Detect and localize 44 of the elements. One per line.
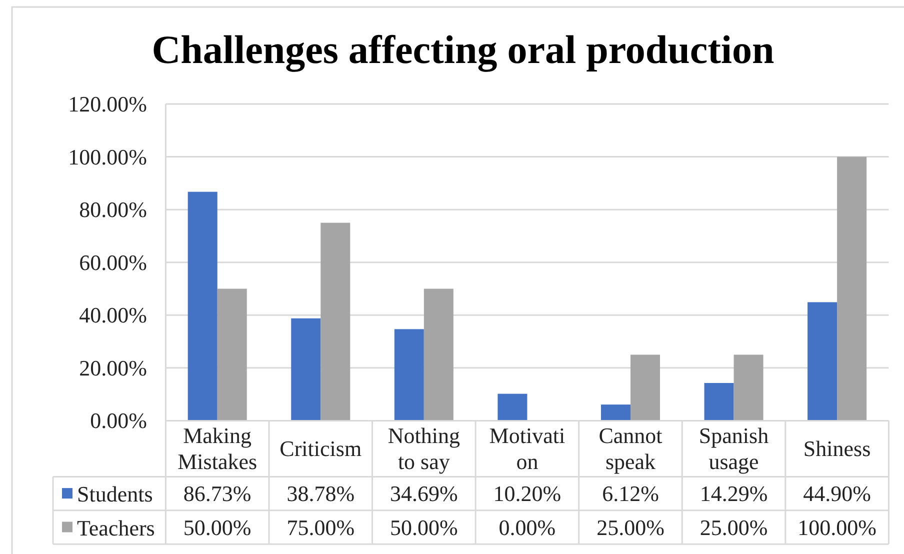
data-label: 14.29% — [700, 481, 768, 506]
bar — [734, 354, 764, 421]
data-label: 0.00% — [498, 514, 556, 540]
x-tick-label: Shiness — [803, 436, 871, 462]
data-label: 6.12% — [602, 481, 659, 506]
data-label: 44.90% — [803, 481, 871, 506]
x-tick-label: Cannot speak — [598, 423, 662, 474]
x-tick-label: Motivation — [489, 423, 566, 474]
data-label: 50.00% — [183, 514, 252, 540]
data-label: 10.20% — [493, 481, 562, 506]
x-tick-label: Making Mistakes — [178, 423, 258, 474]
bar — [498, 394, 528, 421]
bar — [424, 288, 454, 421]
y-tick-label: 40.00% — [79, 302, 147, 328]
legend-label: Students — [77, 481, 153, 506]
data-label: 75.00% — [286, 514, 355, 540]
data-label: 25.00% — [700, 514, 768, 540]
bar — [704, 382, 734, 421]
x-tick-label: Criticism — [280, 436, 362, 462]
y-tick-label: 80.00% — [79, 197, 147, 222]
data-label: 50.00% — [390, 514, 458, 540]
bar — [600, 404, 630, 421]
y-tick-label: 20.00% — [79, 355, 147, 380]
data-label: 86.73% — [183, 481, 252, 506]
bar — [217, 288, 247, 421]
bar — [188, 192, 218, 421]
y-tick-label: 100.00% — [68, 144, 147, 170]
bar — [630, 354, 660, 421]
x-tick-label: Nothing to say — [388, 423, 460, 474]
data-label: 34.69% — [390, 481, 458, 506]
bar — [320, 222, 350, 421]
bar — [808, 302, 838, 421]
data-label: 25.00% — [596, 514, 664, 540]
legend-label: Teachers — [77, 514, 155, 540]
bar — [291, 318, 321, 421]
y-tick-label: 120.00% — [68, 92, 147, 116]
y-tick-label: 0.00% — [90, 408, 147, 434]
data-label: 100.00% — [798, 514, 876, 540]
bar — [394, 329, 424, 421]
x-tick-label: Spanish usage — [698, 423, 769, 474]
data-label: 38.78% — [286, 481, 355, 506]
y-tick-label: 60.00% — [79, 250, 147, 275]
chart-title: Challenges affecting oral production — [152, 27, 774, 72]
bar — [837, 156, 867, 421]
